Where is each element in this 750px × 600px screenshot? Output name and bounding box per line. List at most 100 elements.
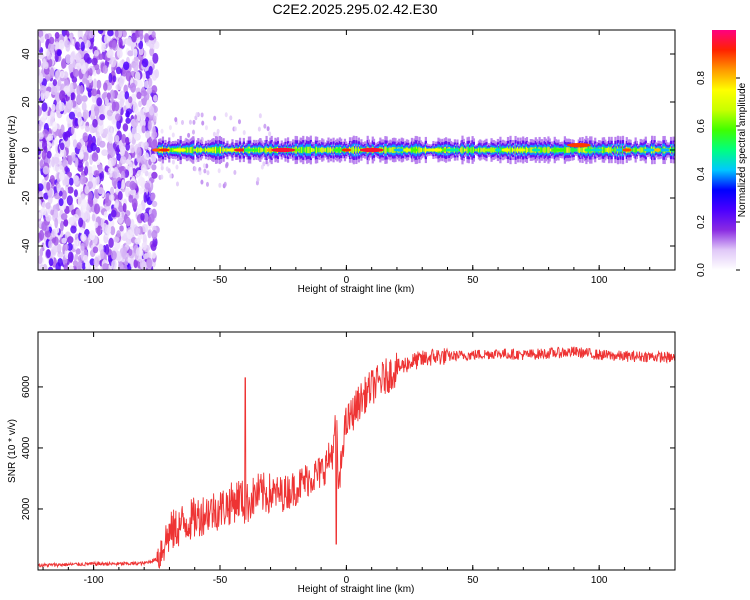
spectrogram-cell (329, 147, 333, 153)
spectrogram-cell (524, 147, 527, 153)
spectrogram-cell (94, 221, 99, 229)
spectrogram-cell (91, 213, 96, 222)
spectrogram-cell (113, 101, 120, 112)
spectrogram-cell (89, 30, 94, 39)
spectrogram-cell (81, 199, 88, 210)
spectrogram-cell (197, 147, 200, 153)
snr-xtick-label: -100 (84, 575, 104, 586)
spectrogram-cell (88, 67, 93, 77)
spectrogram-cell (129, 188, 137, 196)
spectrogram-cell (38, 39, 42, 51)
spectrogram-cell (259, 147, 262, 153)
spectrogram-cell (91, 152, 99, 162)
spectrogram-cell (122, 250, 127, 260)
spectrogram-cell (185, 147, 189, 153)
spectrogram-cell (95, 146, 101, 154)
spectrogram-cell (411, 148, 418, 152)
spectrogram-cell (187, 132, 191, 138)
spectrogram-cell (82, 152, 89, 162)
spectrogram-cell (115, 135, 120, 143)
spectrogram-cell (143, 141, 149, 150)
spectrogram-cell (313, 148, 316, 152)
spectrogram-cell (75, 52, 82, 63)
spectrogram-cell (108, 194, 115, 201)
spectrogram-cell (419, 147, 422, 153)
spectrogram-cell (111, 156, 117, 167)
spectrogram-cell (213, 147, 216, 153)
spectrogram-cell (328, 147, 331, 153)
spectrogram-cell (202, 148, 205, 152)
spectrogram-cell (141, 125, 146, 134)
spectrogram-cell (122, 123, 129, 132)
spectrogram-cell (41, 221, 47, 232)
spectrogram-cells (38, 30, 675, 270)
spectrogram-cell (175, 164, 179, 170)
spectrogram-cell (613, 148, 616, 152)
spectrogram-cell (65, 54, 72, 65)
spectrogram-cell (101, 149, 108, 156)
spectrogram-cell (53, 137, 58, 147)
spectrogram-cell (130, 82, 136, 93)
spectrogram-cell (107, 30, 114, 37)
spectrogram-cell (355, 146, 358, 154)
spectrogram-cell (132, 102, 139, 114)
spectrogram-cell (45, 214, 52, 222)
spectrogram-cell (97, 30, 104, 35)
spectrogram-cell (48, 258, 54, 267)
spectrogram-cell (212, 131, 216, 137)
spectrogram-cell (120, 145, 126, 154)
spectrogram-cell (112, 75, 117, 83)
spectrogram-cell (143, 32, 150, 43)
spectrogram-cell (225, 163, 229, 169)
spectrogram-cell (331, 148, 334, 152)
spectrogram-cell (257, 126, 261, 132)
spectrogram-cell (582, 147, 585, 153)
spectrogram-x-axis-label: Height of straight line (km) (298, 284, 415, 295)
spectrogram-ytick-label: 40 (21, 48, 32, 60)
spectrogram-cell (356, 148, 359, 152)
spectrogram-cell (70, 225, 77, 234)
spectrogram-cell (159, 148, 170, 152)
snr-ytick-label: 4000 (21, 436, 32, 459)
spectrogram-cell (97, 163, 103, 173)
colorbar-tick-label: 0.0 (696, 263, 707, 277)
spectrogram-cell (125, 70, 132, 82)
spectrogram-cell (81, 95, 88, 102)
spectrogram-cell (383, 148, 386, 152)
spectrogram-cell (417, 147, 420, 153)
spectrogram-cell (81, 262, 87, 270)
spectrogram-xtick-label: 100 (591, 275, 608, 286)
spectrogram-cell (261, 148, 264, 152)
spectrogram-cell (242, 130, 246, 136)
spectrogram-cell (38, 58, 42, 68)
colorbar (712, 30, 736, 270)
spectrogram-cell (189, 147, 192, 153)
spectrogram-cell (38, 212, 42, 219)
spectrogram-cell (151, 85, 158, 94)
spectrogram-cell (38, 183, 44, 192)
spectrogram-cell (88, 74, 93, 84)
spectrogram-cell (113, 236, 120, 243)
spectrogram-cell (529, 147, 532, 153)
spectrogram-cell (143, 152, 150, 160)
spectrogram-cell (151, 208, 157, 219)
spectrogram-cell (116, 153, 122, 161)
spectrogram-cell (136, 146, 142, 158)
spectrogram-cell (104, 244, 110, 255)
spectrogram-cell (59, 70, 65, 79)
spectrogram-cell (544, 147, 548, 153)
spectrogram-cell (125, 117, 131, 124)
spectrogram-cell (390, 147, 393, 153)
spectrogram-cell (67, 236, 74, 244)
spectrogram-cell (577, 147, 580, 153)
spectrogram-cell (119, 60, 123, 69)
spectrogram-cell (54, 31, 60, 39)
spectrogram-cell (609, 147, 612, 153)
spectrogram-cell (148, 105, 155, 116)
spectrogram-cell (640, 147, 644, 153)
spectrogram-cell (201, 147, 204, 153)
spectrogram-cell (120, 156, 127, 165)
spectrogram-cell (660, 148, 670, 152)
spectrogram-cell (38, 123, 42, 132)
spectrogram-cell (110, 209, 117, 218)
